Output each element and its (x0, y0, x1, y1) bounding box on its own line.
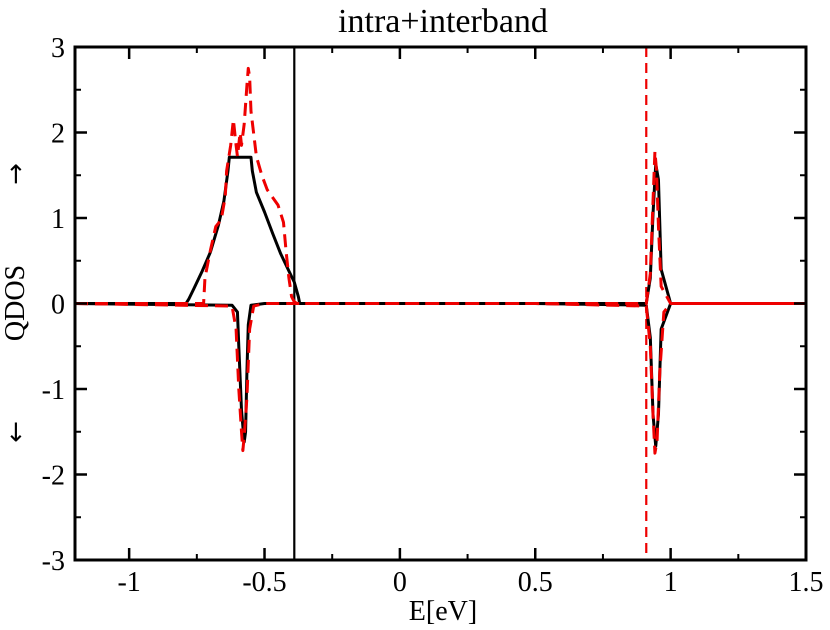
series-line-3 (75, 66, 806, 305)
series-line-1 (75, 155, 806, 305)
x-tick-label: -1 (117, 567, 140, 598)
y-tick-label: 3 (51, 33, 65, 64)
y-axis-spin-down-arrow: ← (1, 421, 31, 443)
y-axis-spin-up-arrow: → (1, 163, 31, 185)
x-axis-label: E[eV] (409, 596, 477, 627)
y-tick-label: -1 (42, 375, 65, 406)
x-tick-label: 0 (393, 567, 407, 598)
y-tick-label: 1 (51, 204, 65, 235)
series-line-2 (75, 302, 806, 448)
axes: -1 -0.5 0 0.5 1 1.5 -3 -2 -1 0 1 2 3 (42, 33, 824, 598)
plot-area (75, 47, 806, 560)
series-line-4 (75, 302, 806, 455)
y-tick-label: -2 (42, 461, 65, 492)
chart-title: intra+interband (338, 3, 548, 40)
y-tick-label: 2 (51, 119, 65, 150)
x-tick-label: 1.5 (789, 567, 824, 598)
x-tick-label: 0.5 (518, 567, 553, 598)
y-tick-label: 0 (51, 290, 65, 321)
y-axis-label: QDOS (0, 265, 31, 341)
x-tick-label: -0.5 (242, 567, 286, 598)
y-tick-label: -3 (42, 546, 65, 577)
x-tick-label: 1 (664, 567, 678, 598)
